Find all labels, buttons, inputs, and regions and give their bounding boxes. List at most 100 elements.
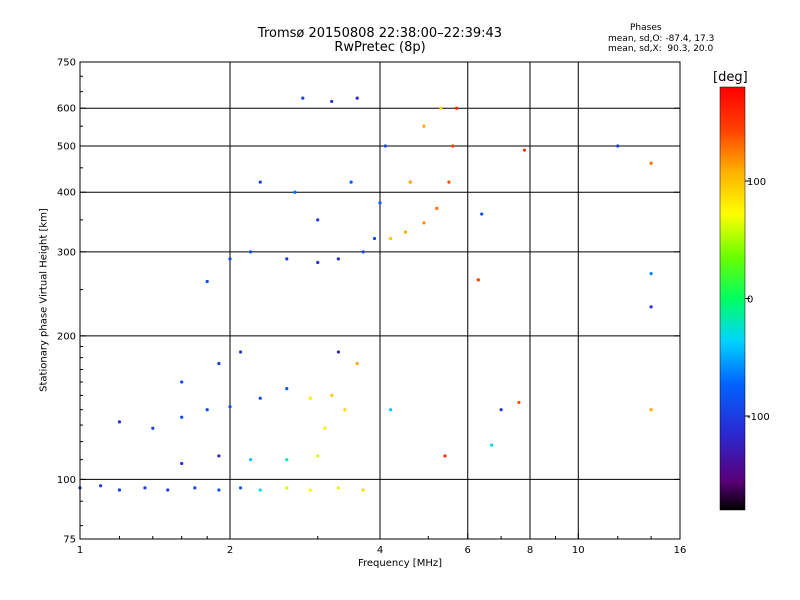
data-point (372, 236, 377, 241)
data-point (388, 408, 393, 412)
colorbar (719, 86, 746, 511)
x-tick-label: 4 (377, 545, 383, 556)
data-point (228, 257, 232, 261)
data-point (378, 201, 382, 205)
data-point (258, 396, 262, 400)
data-point (336, 486, 340, 490)
y-tick-label: 600 (57, 104, 76, 115)
data-point (490, 443, 494, 447)
y-axis-label: Stationary phase Virtual Height [km] (38, 208, 50, 392)
data-point (228, 405, 232, 409)
chart-title: Tromsø 20150808 22:38:00–22:39:43 (257, 26, 503, 41)
data-point (422, 124, 426, 128)
data-point (316, 260, 320, 265)
data-point (408, 180, 412, 184)
colorbar-tick-label: 100 (747, 177, 766, 188)
data-point (258, 488, 262, 492)
data-point (616, 144, 620, 148)
data-point (217, 361, 221, 366)
colorbar-tick-label: -100 (747, 412, 770, 423)
data-point (285, 458, 289, 462)
grid-lines (80, 62, 680, 539)
data-point (99, 484, 103, 488)
data-point (117, 420, 122, 424)
data-point (180, 461, 184, 466)
data-point (443, 454, 447, 458)
phases-o-mode-stats: mean, sd,O: -87.4, 17.3 (608, 34, 715, 44)
data-point (422, 221, 426, 225)
data-point (480, 212, 484, 216)
data-point (308, 488, 313, 492)
data-point (649, 305, 653, 309)
data-point (323, 426, 327, 430)
data-point (349, 180, 353, 184)
data-point (217, 488, 221, 492)
colorbar-unit-label: [deg] (713, 70, 748, 85)
data-point (285, 486, 289, 490)
data-point (205, 279, 209, 284)
data-point (649, 408, 653, 412)
data-point (330, 99, 334, 104)
data-point (180, 380, 184, 384)
x-tick-label: 2 (227, 545, 233, 556)
phases-x-mode-stats: mean, sd,X: 90.3, 20.0 (608, 44, 714, 54)
data-point (447, 180, 451, 184)
data-point (388, 236, 393, 241)
data-point (180, 415, 184, 419)
axis-ticks: 1 2 4 6 8 10 16 75 100 200 300 400 500 600 750 (57, 58, 686, 557)
y-tick-label: 400 (57, 188, 76, 199)
x-tick-label: 10 (572, 545, 585, 556)
data-point (336, 350, 340, 354)
data-point (238, 486, 243, 490)
data-point (308, 396, 313, 400)
data-point (293, 190, 297, 194)
data-point (316, 454, 320, 458)
data-point (517, 400, 521, 405)
x-tick-label: 1 (77, 545, 83, 556)
chart-subtitle: RwPretec (8p) (334, 40, 426, 55)
y-tick-label: 75 (63, 535, 76, 546)
x-axis-label: Frequency [MHz] (357, 558, 443, 569)
data-point (151, 426, 155, 430)
phases-heading: Phases (630, 23, 662, 33)
data-point (285, 387, 289, 391)
data-point (355, 96, 359, 100)
x-tick-label: 16 (674, 545, 687, 556)
data-point (193, 486, 197, 490)
data-point (258, 180, 262, 184)
data-point (330, 393, 334, 398)
data-points (78, 96, 653, 492)
x-tick-label: 8 (527, 545, 533, 556)
data-point (249, 250, 253, 254)
y-tick-label: 200 (57, 331, 76, 342)
data-point (649, 272, 653, 276)
data-point (166, 488, 170, 492)
data-point (383, 144, 387, 148)
data-point (522, 148, 527, 152)
data-point (649, 161, 653, 165)
data-point (361, 250, 365, 254)
data-point (205, 408, 209, 412)
data-point (355, 361, 359, 366)
data-point (476, 278, 480, 282)
data-point (285, 257, 289, 261)
data-point (343, 408, 347, 412)
data-point (455, 106, 459, 110)
y-tick-label: 750 (57, 58, 76, 69)
data-point (316, 218, 320, 222)
data-point (439, 106, 443, 110)
data-point (403, 230, 408, 234)
data-point (143, 486, 147, 490)
data-point (361, 488, 365, 492)
data-point (451, 144, 455, 148)
data-point (238, 350, 243, 354)
x-tick-label: 6 (465, 545, 471, 556)
y-tick-label: 100 (57, 475, 76, 486)
data-point (117, 488, 122, 492)
data-point (301, 96, 305, 100)
data-point (435, 206, 439, 210)
data-point (249, 458, 253, 462)
data-point (499, 408, 503, 412)
colorbar-ticks: 100 0 -100 (745, 177, 770, 423)
